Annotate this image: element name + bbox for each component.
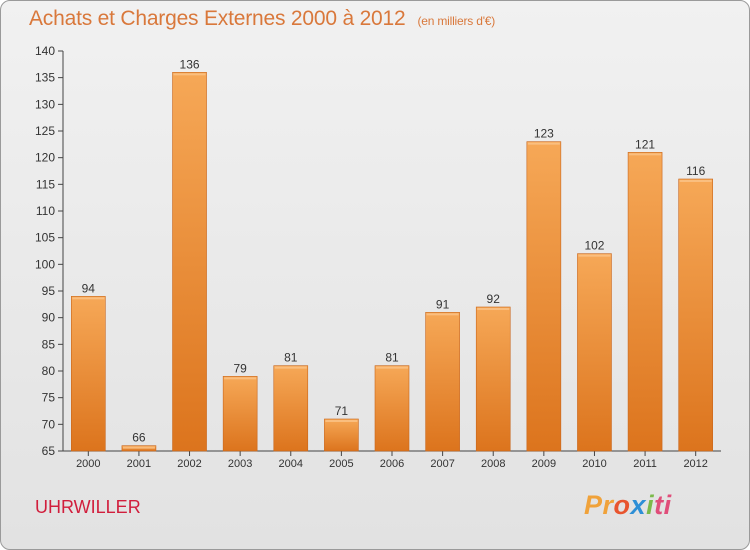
y-tick-label: 115	[36, 177, 55, 191]
data-label-2001: 66	[132, 431, 146, 445]
bar-highlight-2008	[477, 308, 510, 310]
y-tick-label: 135	[35, 71, 55, 85]
y-tick-label: 80	[42, 364, 56, 378]
bar-highlight-2001	[122, 446, 155, 449]
x-tick-label-2004: 2004	[279, 458, 303, 470]
x-tick-label-2003: 2003	[228, 458, 252, 470]
x-tick-label-2001: 2001	[127, 458, 151, 470]
bar-2012	[678, 178, 713, 452]
bars-group	[71, 72, 713, 452]
y-tick-label: 85	[42, 337, 56, 351]
logo-part-2: o	[613, 490, 631, 520]
bar-2000	[71, 296, 106, 452]
bar-2010	[577, 253, 612, 452]
bar-highlight-2006	[376, 366, 408, 369]
bar-highlight-2010	[578, 254, 611, 257]
y-tick-label: 120	[35, 151, 55, 165]
bar-highlight-2002	[173, 73, 206, 76]
data-label-2009: 123	[534, 127, 554, 141]
bar-2011	[627, 152, 663, 452]
data-label-2003: 79	[233, 361, 247, 375]
x-tick-label-2008: 2008	[481, 458, 505, 470]
proxiti-logo[interactable]: Proxiti	[584, 490, 672, 521]
y-tick-label: 75	[42, 391, 56, 405]
y-tick-label: 90	[42, 311, 56, 325]
y-axis: 65 70 75 80 85 90 95 100 105 110 115 120 125 130 135 14…	[35, 44, 64, 458]
y-tick-label: 95	[42, 284, 56, 298]
data-label-2000: 94	[82, 281, 96, 295]
data-label-2008: 92	[487, 292, 501, 306]
bar-highlight-2012	[679, 180, 712, 182]
bar-highlight-2004	[274, 366, 307, 369]
chart-unit: (en milliers d'€)	[417, 14, 496, 28]
x-tick-label-2000: 2000	[76, 458, 100, 470]
logo-part-4: i	[646, 490, 655, 520]
data-label-2004: 81	[284, 351, 298, 365]
y-tick-label: 140	[35, 44, 55, 58]
logo-part-1: Pr	[584, 490, 614, 520]
bar-highlight-2005	[325, 420, 358, 422]
bar-highlight-2009	[527, 142, 560, 145]
bar-2008	[475, 306, 511, 452]
x-axis: 2000 2001 2002 2003 2004 2005 2006 2007 2008 2009…	[63, 450, 721, 470]
data-label-2012: 116	[686, 164, 705, 178]
commune-name: UHRWILLER	[35, 497, 141, 517]
bar-highlight-2007	[426, 313, 459, 316]
bar-2003	[222, 376, 258, 452]
chart-title-text: Achats et Charges Externes 2000 à 2012	[29, 7, 406, 30]
x-tick-label-2009: 2009	[532, 458, 556, 470]
x-tick-label-2002: 2002	[177, 458, 201, 470]
y-tick-label: 70	[42, 417, 56, 431]
bar-2004	[273, 365, 309, 452]
data-labels-group: 94 66 136 79 81 71 81 91 92 123 102 121 116	[82, 57, 706, 444]
bar-2009	[526, 141, 562, 452]
data-label-2005: 71	[335, 404, 349, 418]
bar-2007	[425, 312, 460, 452]
bar-2006	[374, 365, 410, 452]
data-label-2006: 81	[385, 351, 399, 365]
y-tick-label: 105	[35, 231, 55, 245]
bar-highlight-2003	[224, 377, 257, 380]
x-tick-label-2011: 2011	[633, 458, 657, 470]
y-tick-label: 125	[35, 124, 55, 138]
data-label-2002: 136	[180, 57, 200, 71]
bar-2005	[324, 418, 359, 452]
x-tick-label-2006: 2006	[380, 458, 404, 470]
bar-2002	[172, 72, 207, 452]
x-tick-label-2010: 2010	[582, 458, 606, 470]
logo-part-3: x	[630, 490, 647, 520]
y-tick-label: 65	[42, 444, 56, 458]
logo-part-5: ti	[654, 490, 672, 520]
x-tick-label-2012: 2012	[683, 458, 707, 470]
bar-highlight-2011	[629, 153, 662, 156]
y-tick-label: 130	[35, 97, 55, 111]
x-tick-label-2005: 2005	[329, 458, 353, 470]
x-tick-label-2007: 2007	[430, 458, 454, 470]
data-label-2011: 121	[635, 137, 655, 151]
y-tick-label: 100	[35, 257, 55, 271]
data-label-2007: 91	[436, 297, 450, 311]
chart-title: Achats et Charges Externes 2000 à 2012 (e…	[29, 7, 495, 31]
y-tick-label: 110	[36, 204, 55, 218]
bar-highlight-2000	[72, 297, 105, 300]
data-label-2010: 102	[584, 239, 604, 253]
